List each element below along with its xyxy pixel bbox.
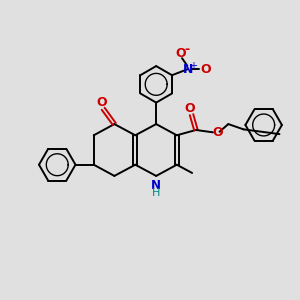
Text: N: N [182,63,193,76]
Text: O: O [175,46,186,60]
Text: +: + [189,61,196,71]
Text: O: O [212,126,223,139]
Text: N: N [151,179,161,192]
Text: O: O [96,96,107,110]
Text: H: H [152,188,160,198]
Text: O: O [185,102,195,115]
Text: -: - [185,43,190,56]
Text: O: O [200,63,211,76]
